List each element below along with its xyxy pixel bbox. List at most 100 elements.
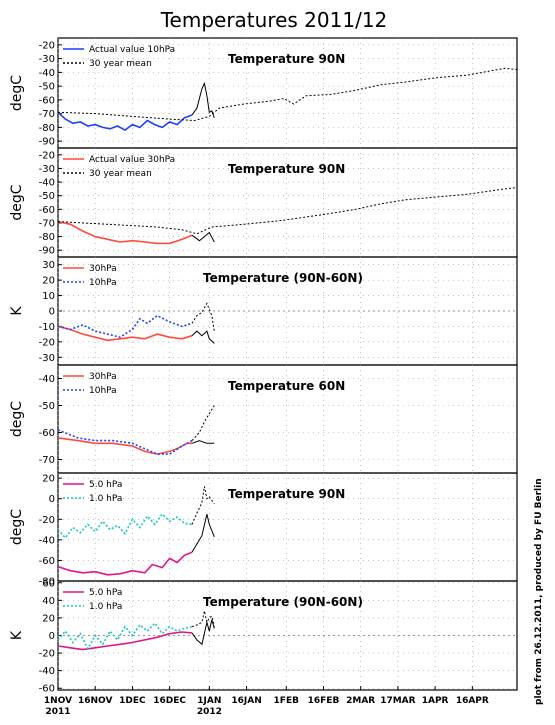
y-tick-label: 0 (49, 494, 55, 505)
y-tick-label: -40 (39, 374, 55, 385)
x-tick-label: 1NOV (44, 696, 72, 706)
x-tick-label: 16DEC (153, 696, 186, 706)
legend-label: 30 year mean (89, 169, 152, 179)
y-tick-label: -30 (39, 54, 55, 65)
y-tick-label: -20 (39, 337, 55, 348)
chart-panel: -60 -40 -20 0 20 40 60 K Temperature (90N-60N) 5.… (9, 578, 518, 695)
series-line (57, 551, 193, 576)
legend-label: 10hPa (89, 278, 117, 288)
series-line (191, 231, 215, 243)
chart-panel: -70 -60 -50 -40 degC Temperature 60N 30hPa 10hP… (9, 364, 518, 474)
y-tick-label: 20 (42, 276, 55, 287)
series-line (57, 220, 193, 245)
y-tick-label: -80 (39, 232, 55, 243)
chart-panel: -30 -20 -10 0 10 20 30 K Temperature (90N-60N) 30… (9, 256, 518, 366)
legend-label: 1.0 hPa (89, 494, 122, 504)
x-tick-label: 1APR (422, 696, 449, 706)
y-tick-label: 20 (42, 613, 55, 624)
x-tick-label: 16APR (456, 696, 489, 706)
y-tick-label: 0 (49, 631, 55, 642)
y-tick-label: -40 (39, 535, 55, 546)
legend-label: Actual value 10hPa (89, 45, 175, 55)
legend-label: 30hPa (89, 372, 117, 382)
series-line (191, 513, 215, 553)
x-year-label: 2011 (45, 707, 70, 717)
x-year-label: 2012 (197, 707, 222, 717)
panel-title: Temperature 90N (228, 52, 345, 66)
legend-label: 5.0 hPa (89, 480, 122, 490)
series-line (191, 302, 215, 332)
y-tick-label: -20 (39, 150, 55, 161)
y-tick-label: -40 (39, 68, 55, 79)
x-tick-label: 2MAR (346, 696, 375, 706)
series-line (57, 325, 193, 342)
legend-label: 10hPa (89, 386, 117, 396)
series-line (191, 486, 215, 525)
y-tick-label: -50 (39, 191, 55, 202)
y-tick-label: 0 (49, 307, 55, 318)
series-line (191, 81, 215, 118)
chart-panel: -90 -80 -70 -60 -50 -40 -30 -20 degC Temperature … (9, 37, 518, 149)
y-tick-label: 40 (42, 596, 55, 607)
panel-title: Temperature (90N-60N) (203, 595, 363, 609)
chart-panel: -80 -60 -40 -20 0 20 degC Temperature 90N 5.0 hP… (9, 472, 518, 588)
y-axis-label: degC (9, 184, 25, 220)
y-tick-label: -60 (39, 428, 55, 439)
y-axis-label: K (9, 306, 25, 316)
y-tick-label: 20 (42, 474, 55, 485)
y-tick-label: -20 (39, 40, 55, 51)
y-tick-label: -60 (39, 205, 55, 216)
x-tick-label: 16JAN (231, 696, 261, 706)
y-tick-label: -70 (39, 455, 55, 466)
series-line (191, 330, 215, 344)
y-tick-label: -60 (39, 556, 55, 567)
y-tick-label: -50 (39, 82, 55, 93)
y-tick-label: -20 (39, 649, 55, 660)
y-tick-label: -60 (39, 95, 55, 106)
y-tick-label: 10 (42, 291, 55, 302)
panel-title: Temperature 90N (228, 487, 345, 501)
y-tick-label: -70 (39, 218, 55, 229)
y-tick-label: -20 (39, 515, 55, 526)
series-line (57, 631, 193, 651)
x-tick-label: 1DEC (119, 696, 146, 706)
y-tick-label: -40 (39, 666, 55, 677)
series-line (57, 67, 518, 122)
y-axis-label: degC (9, 509, 25, 545)
figure-title: Temperatures 2011/12 (160, 8, 388, 32)
y-tick-label: -50 (39, 401, 55, 412)
x-tick-label: 17MAR (380, 696, 415, 706)
panel-title: Temperature 90N (228, 162, 345, 176)
series-line (191, 440, 215, 444)
series-line (57, 621, 193, 651)
y-axis-label: K (9, 630, 25, 640)
series-line (191, 405, 215, 441)
y-tick-label: 60 (42, 578, 55, 589)
series-line (57, 437, 192, 455)
y-tick-label: -60 (39, 684, 55, 695)
x-tick-label: 1JAN (197, 696, 221, 706)
y-axis-label: degC (9, 75, 25, 111)
panel-title: Temperature 60N (228, 379, 345, 393)
credit-text: plot from 26.12.2011, produced by FU Ber… (534, 478, 544, 705)
x-axis: 1NOV 16NOV 1DEC 16DEC 1JAN 16JAN 1FEB 16FEB 2MAR… (44, 686, 489, 717)
y-tick-label: -80 (39, 123, 55, 134)
legend-label: 1.0 hPa (89, 602, 122, 612)
y-tick-label: 30 (42, 260, 55, 271)
series-line (57, 314, 193, 339)
y-tick-label: -30 (39, 353, 55, 364)
legend-label: 5.0 hPa (89, 588, 122, 598)
legend-label: 30hPa (89, 264, 117, 274)
y-tick-label: -90 (39, 137, 55, 148)
y-tick-label: -80 (39, 577, 55, 588)
series-line (57, 187, 518, 235)
y-tick-label: -70 (39, 109, 55, 120)
panel-title: Temperature (90N-60N) (203, 271, 363, 285)
x-tick-label: 1FEB (274, 696, 300, 706)
y-tick-label: -10 (39, 322, 55, 333)
series-line (191, 619, 215, 646)
legend-label: Actual value 30hPa (89, 155, 175, 165)
series-line (191, 610, 215, 628)
chart-panels: -90 -80 -70 -60 -50 -40 -30 -20 degC Temperature … (9, 37, 518, 695)
